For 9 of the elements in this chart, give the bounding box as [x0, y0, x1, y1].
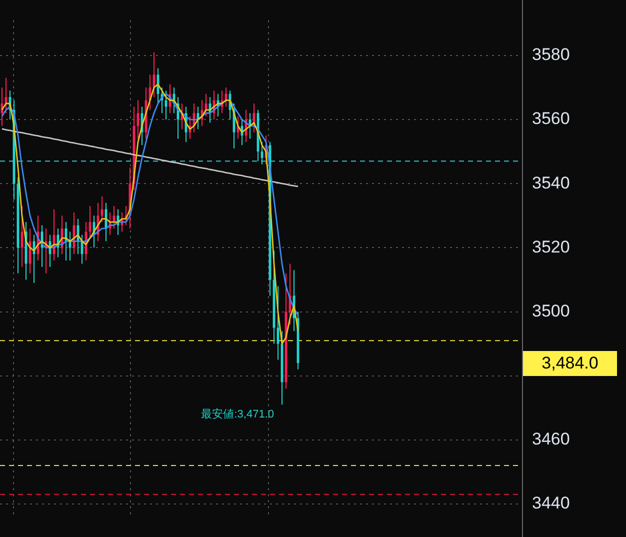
- text: 3,484.0: [542, 354, 598, 373]
- y-tick-label: 3580: [532, 45, 570, 64]
- y-tick-label: 3560: [532, 109, 570, 128]
- y-tick-label: 3460: [532, 430, 570, 449]
- y-tick-label: 3500: [532, 301, 570, 320]
- y-tick-label: 3440: [532, 494, 570, 513]
- y-tick-label: 3540: [532, 173, 570, 192]
- annotation: 最安値:3,471.0: [201, 408, 274, 421]
- y-tick-label: 3520: [532, 237, 570, 256]
